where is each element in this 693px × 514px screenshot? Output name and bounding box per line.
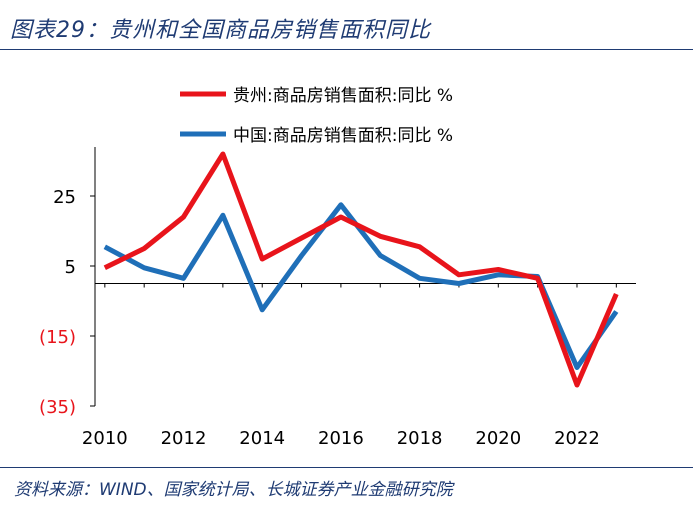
legend-label-guizhou: 贵州:商品房销售面积:同比 % bbox=[233, 86, 453, 106]
source-divider bbox=[0, 467, 693, 468]
source-note: 资料来源：WIND、国家统计局、长城证券产业金融研究院 bbox=[14, 480, 453, 500]
x-tick-label: 2014 bbox=[239, 428, 285, 449]
y-tick-label: 5 bbox=[65, 257, 76, 278]
x-axis-ticks: 2010 2012 2014 2016 2018 2020 2022 bbox=[82, 283, 617, 449]
y-tick-label: (35) bbox=[39, 397, 76, 418]
title-divider bbox=[0, 49, 693, 50]
y-tick-label: (15) bbox=[39, 327, 76, 348]
figure-title: 图表29：贵州和全国商品房销售面积同比 bbox=[10, 18, 431, 43]
y-tick-label: 25 bbox=[53, 187, 76, 208]
line-chart: 贵州:商品房销售面积:同比 % 中国:商品房销售面积:同比 % 25 5 (15) (… bbox=[39, 86, 636, 449]
x-tick-label: 2010 bbox=[82, 428, 128, 449]
x-tick-label: 2016 bbox=[318, 428, 364, 449]
series-line-guizhou bbox=[103, 151, 619, 388]
x-tick-label: 2012 bbox=[161, 428, 207, 449]
legend: 贵州:商品房销售面积:同比 % 中国:商品房销售面积:同比 % bbox=[180, 86, 453, 146]
x-tick-label: 2018 bbox=[397, 428, 443, 449]
legend-label-china: 中国:商品房销售面积:同比 % bbox=[233, 126, 453, 146]
x-tick-label: 2022 bbox=[554, 428, 600, 449]
x-tick-label: 2020 bbox=[475, 428, 521, 449]
y-axis-ticks: 25 5 (15) (35) bbox=[39, 187, 95, 418]
series-lines bbox=[103, 151, 619, 388]
